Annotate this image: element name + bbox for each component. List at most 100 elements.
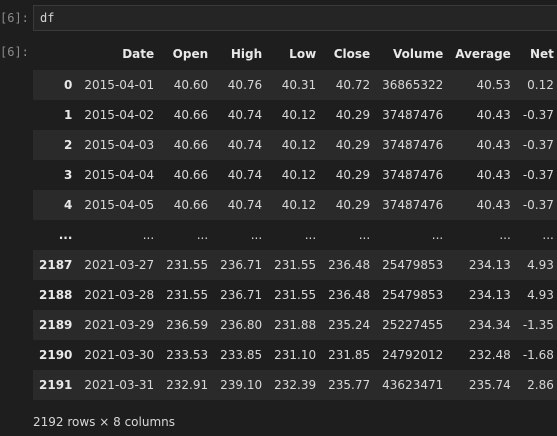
cell-date: ... — [142, 228, 155, 242]
cell-average: 234.13 — [468, 258, 511, 272]
cell-open: ... — [196, 228, 209, 242]
cell-low: 231.55 — [274, 258, 317, 272]
cell-date: 2015-04-02 — [84, 108, 155, 122]
cell-open: 236.59 — [166, 318, 209, 332]
row-index: ... — [58, 228, 73, 242]
table-row: 2189 2021-03-29 236.59 236.80 231.88 235.24 25… — [33, 310, 557, 340]
cell-net: 4.93 — [527, 258, 554, 272]
row-index: 4 — [64, 198, 73, 212]
cell-average: 40.43 — [476, 108, 511, 122]
cell-high: 40.74 — [227, 108, 263, 122]
column-header-low: Low — [289, 47, 317, 61]
table-row: 2187 2021-03-27 231.55 236.71 231.55 236.48 25… — [33, 250, 557, 280]
cell-date: 2021-03-28 — [84, 288, 155, 302]
cell-average: 40.43 — [476, 138, 511, 152]
cell-average: 234.13 — [468, 288, 511, 302]
cell-volume: 25479853 — [382, 288, 444, 302]
cell-date: 2015-04-05 — [84, 198, 155, 212]
code-cell-input[interactable]: df — [33, 5, 557, 31]
cell-date: 2015-04-03 — [84, 138, 155, 152]
input-prompt: [6]: — [0, 11, 29, 25]
column-header-average: Average — [455, 47, 511, 61]
cell-net: -0.37 — [522, 198, 554, 212]
cell-open: 232.91 — [166, 378, 209, 392]
cell-volume: 37487476 — [382, 168, 444, 182]
cell-volume: 25479853 — [382, 258, 444, 272]
cell-high: ... — [250, 228, 263, 242]
cell-net: -0.37 — [522, 168, 554, 182]
cell-volume: 43623471 — [382, 378, 444, 392]
cell-volume: ... — [431, 228, 444, 242]
cell-date: 2021-03-27 — [84, 258, 155, 272]
cell-close: 231.85 — [328, 348, 371, 362]
cell-net: -0.37 — [522, 108, 554, 122]
cell-close: 40.29 — [335, 108, 371, 122]
cell-net: -1.68 — [522, 348, 554, 362]
table-row: 1 2015-04-02 40.66 40.74 40.12 40.29 37487476 4… — [33, 100, 557, 130]
row-index: 0 — [64, 78, 73, 92]
cell-high: 236.80 — [220, 318, 263, 332]
column-header-date: Date — [122, 47, 155, 61]
cell-average: 40.53 — [476, 78, 511, 92]
cell-date: 2021-03-31 — [84, 378, 155, 392]
cell-high: 239.10 — [220, 378, 263, 392]
cell-close: 235.77 — [328, 378, 371, 392]
table-row: 0 2015-04-01 40.60 40.76 40.31 40.72 36865322 4… — [33, 70, 557, 100]
row-index: 2191 — [39, 378, 73, 392]
cell-close: 236.48 — [328, 288, 371, 302]
cell-average: 232.48 — [468, 348, 511, 362]
cell-low: 231.55 — [274, 288, 317, 302]
cell-average: 40.43 — [476, 168, 511, 182]
row-index: 2 — [64, 138, 73, 152]
cell-date: 2021-03-29 — [84, 318, 155, 332]
row-index: 1 — [64, 108, 73, 122]
cell-high: 233.85 — [220, 348, 263, 362]
cell-net: 4.93 — [527, 288, 554, 302]
cell-open: 40.60 — [173, 78, 209, 92]
table-row: 3 2015-04-04 40.66 40.74 40.12 40.29 37487476 4… — [33, 160, 557, 190]
table-header: Date Open High Low Close Volume Average Net — [33, 38, 557, 70]
cell-output: Date Open High Low Close Volume Average Net 0 20… — [33, 38, 557, 400]
cell-average: 234.34 — [468, 318, 511, 332]
cell-open: 40.66 — [173, 108, 209, 122]
cell-close: 235.24 — [328, 318, 371, 332]
cell-close: 236.48 — [328, 258, 371, 272]
cell-open: 231.55 — [166, 258, 209, 272]
cell-low: 40.12 — [281, 108, 317, 122]
cell-open: 40.66 — [173, 198, 209, 212]
cell-volume: 37487476 — [382, 108, 444, 122]
cell-high: 40.74 — [227, 168, 263, 182]
table-row: 2191 2021-03-31 232.91 239.10 232.39 235.77 43… — [33, 370, 557, 400]
row-index: 2188 — [39, 288, 73, 302]
cell-date: 2015-04-01 — [84, 78, 155, 92]
cell-open: 40.66 — [173, 138, 209, 152]
column-header-volume: Volume — [393, 47, 444, 61]
cell-volume: 37487476 — [382, 138, 444, 152]
cell-low: ... — [304, 228, 317, 242]
column-header-high: High — [230, 47, 263, 61]
cell-low: 40.12 — [281, 198, 317, 212]
cell-net: -1.35 — [522, 318, 554, 332]
cell-net: -0.37 — [522, 138, 554, 152]
shape-summary: 2192 rows × 8 columns — [33, 415, 175, 429]
column-header-net: Net — [529, 47, 554, 61]
cell-high: 236.71 — [220, 288, 263, 302]
cell-average: 235.74 — [468, 378, 511, 392]
table-row: 2 2015-04-03 40.66 40.74 40.12 40.29 37487476 4… — [33, 130, 557, 160]
cell-high: 236.71 — [220, 258, 263, 272]
output-prompt: [6]: — [0, 45, 29, 59]
cell-close: 40.29 — [335, 168, 371, 182]
cell-low: 231.10 — [274, 348, 317, 362]
cell-average: ... — [499, 228, 511, 242]
cell-high: 40.76 — [227, 78, 263, 92]
cell-close: 40.29 — [335, 198, 371, 212]
cell-average: 40.43 — [476, 198, 511, 212]
cell-low: 232.39 — [274, 378, 317, 392]
cell-close: 40.72 — [335, 78, 371, 92]
cell-volume: 37487476 — [382, 198, 444, 212]
cell-volume: 24792012 — [382, 348, 444, 362]
table-row: 4 2015-04-05 40.66 40.74 40.12 40.29 37487476 4… — [33, 190, 557, 220]
cell-net: 2.86 — [527, 378, 554, 392]
row-index: 3 — [64, 168, 73, 182]
column-header-close: Close — [333, 47, 371, 61]
